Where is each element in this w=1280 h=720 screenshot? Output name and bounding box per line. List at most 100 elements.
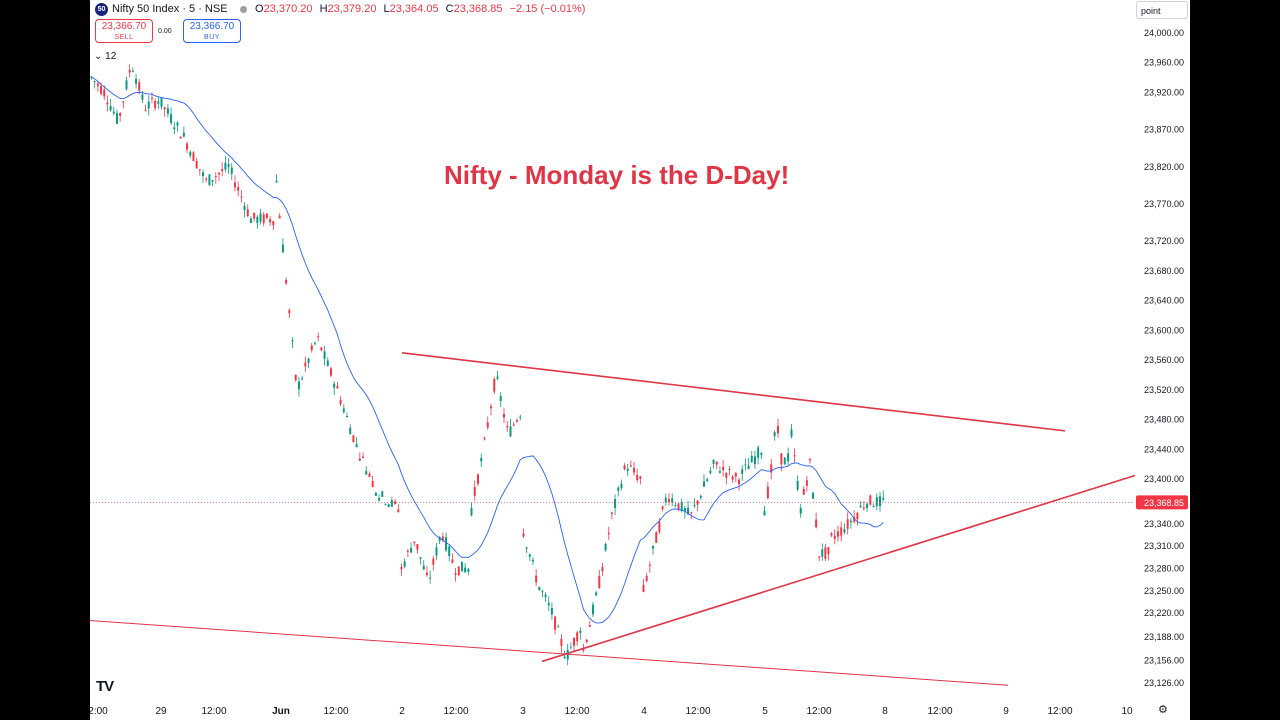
candle-body xyxy=(499,396,502,401)
candle-body xyxy=(493,378,496,392)
candle-body xyxy=(291,340,294,342)
candle-body xyxy=(667,498,670,502)
x-tick-label: 12:00 xyxy=(323,706,348,717)
candle-body xyxy=(384,504,387,506)
indicators-toggle[interactable]: ⌄ 12 xyxy=(94,51,116,62)
candle-body xyxy=(249,218,252,223)
gear-icon[interactable]: ⚙ xyxy=(1158,704,1168,716)
candle-body xyxy=(815,519,818,528)
candle-body xyxy=(381,491,384,497)
candle-body xyxy=(304,362,307,367)
chevron-down-icon[interactable]: ⌄ xyxy=(94,51,103,62)
candle-body xyxy=(718,471,721,473)
candle-body xyxy=(642,585,645,593)
candle-body xyxy=(509,426,512,437)
candle-body xyxy=(833,535,836,540)
candle-body xyxy=(451,559,454,563)
candle-body xyxy=(796,480,799,490)
candle-body xyxy=(706,479,709,481)
candle-body xyxy=(198,169,201,171)
candle-body xyxy=(326,360,329,366)
y-tick-label: 23,340.00 xyxy=(1144,519,1184,529)
candle-body xyxy=(554,616,557,630)
last-price-badge xyxy=(1136,495,1188,510)
candle-body xyxy=(333,383,336,388)
candle-body xyxy=(595,592,598,596)
candle-body xyxy=(805,480,808,486)
candle-body xyxy=(413,541,416,544)
candle-body xyxy=(866,503,869,509)
candle-body xyxy=(879,496,882,507)
chart-canvas[interactable]: 24,000.00 23,960.00 23,920.00 23,870.00 23,8… xyxy=(90,0,1190,720)
y-tick-label: 23,960.00 xyxy=(1144,58,1184,68)
candle-body xyxy=(664,497,667,503)
candle-body xyxy=(763,511,766,516)
candle-body xyxy=(757,447,760,458)
y-tick-label: 23,126.00 xyxy=(1144,678,1184,688)
candle-body xyxy=(170,114,173,124)
candle-body xyxy=(541,591,544,593)
candle-body xyxy=(683,507,686,512)
chart-frame[interactable]: 24,000.00 23,960.00 23,920.00 23,870.00 23,8… xyxy=(90,0,1190,720)
candle-body xyxy=(285,279,288,284)
candle-body xyxy=(787,453,790,462)
candle-body xyxy=(579,630,582,634)
candle-body xyxy=(601,567,604,572)
x-tick-label: 12:00 xyxy=(806,706,831,717)
tradingview-logo-icon[interactable]: TV xyxy=(96,678,114,695)
candle-body xyxy=(550,608,553,615)
candle-body xyxy=(259,213,262,222)
open-value: 23,370.20 xyxy=(263,3,313,15)
candle-body xyxy=(722,466,725,471)
candle-body xyxy=(323,351,326,359)
candle-body xyxy=(432,558,435,565)
candle-body xyxy=(119,113,122,117)
candle-body xyxy=(633,467,636,473)
symbol-title[interactable]: Nifty 50 Index · 5 · NSE xyxy=(112,3,228,15)
candle-body xyxy=(352,435,355,443)
candle-body xyxy=(310,345,313,351)
candle-body xyxy=(208,174,211,186)
candle-body xyxy=(731,476,734,480)
candle-body xyxy=(131,70,134,72)
candle-body xyxy=(766,486,769,499)
candle-body xyxy=(262,214,265,224)
candle-body xyxy=(614,499,617,508)
sell-button[interactable]: 23,366.70 SELL xyxy=(95,19,153,43)
candle-body xyxy=(840,527,843,536)
candle-body xyxy=(585,639,588,643)
candle-body xyxy=(836,531,839,537)
candle-body xyxy=(753,456,756,465)
candle-body xyxy=(741,469,744,474)
price-axis xyxy=(1132,0,1190,720)
candle-body xyxy=(346,416,349,418)
spread-value: 0.00 xyxy=(158,28,172,35)
candle-body xyxy=(192,152,195,162)
candle-body xyxy=(358,458,361,461)
candle-body xyxy=(680,501,683,512)
y-tick-label: 24,000.00 xyxy=(1144,28,1184,38)
candle-body xyxy=(626,468,629,471)
candle-body xyxy=(189,151,192,156)
candle-body xyxy=(620,483,623,489)
y-tick-label: 23,600.00 xyxy=(1144,325,1184,335)
candle-body xyxy=(112,111,115,114)
candle-body xyxy=(645,576,648,582)
chart-title: Nifty - Monday is the D-Day! xyxy=(444,160,790,190)
buy-button[interactable]: 23,366.70 BUY xyxy=(183,19,241,43)
candle-body xyxy=(109,105,112,111)
candle-body xyxy=(821,549,824,557)
scale-mode-select[interactable]: point xyxy=(1136,1,1188,19)
candle-body xyxy=(598,576,601,589)
candle-body xyxy=(677,503,680,510)
candle-body xyxy=(503,413,505,418)
candle-body xyxy=(202,172,205,177)
candle-body xyxy=(362,456,365,458)
candle-body xyxy=(288,310,291,314)
candle-body xyxy=(652,545,655,549)
x-tick-label: 12:00 xyxy=(564,706,589,717)
candle-body xyxy=(777,425,779,434)
candle-body xyxy=(516,420,518,422)
candle-body xyxy=(483,438,486,440)
candle-body xyxy=(544,594,547,598)
